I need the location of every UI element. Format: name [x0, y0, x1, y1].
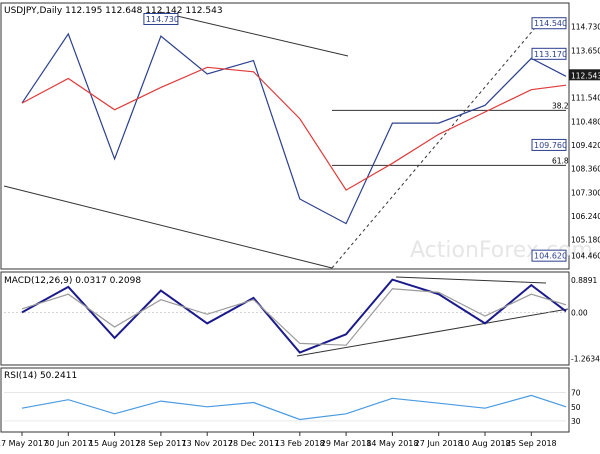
macd-ytick-label: -1.2634: [571, 354, 600, 363]
x-tick-label: 13 Feb 2018: [275, 439, 325, 448]
x-tick-label: 28 Sep 2017: [136, 439, 187, 448]
macd-panel: [0, 271, 570, 366]
x-tick-label: 13 Nov 2017: [182, 439, 233, 448]
price-level-label: 114.540: [534, 19, 567, 28]
trend-lines: [3, 11, 569, 357]
price-level-label: 109.760: [534, 141, 567, 150]
x-tick-label: 27 Jun 2018: [415, 439, 463, 448]
x-tick-label: 10 Aug 2018: [459, 439, 510, 448]
series-layer: [4, 32, 567, 422]
price-level-box: [143, 12, 179, 25]
price-series-1-line: [21, 66, 567, 191]
x-tick-label: 28 Dec 2017: [228, 439, 279, 448]
rsi-ytick-label: 70: [571, 389, 581, 398]
rsi-ytick-label: 30: [571, 417, 581, 426]
price-ytick-label: 104.460: [571, 252, 600, 261]
rsi-title: RSI(14) 50.2411: [4, 371, 77, 381]
x-tick-label: 15 Aug 2017: [89, 439, 140, 448]
price-ytick-label: 109.420: [571, 141, 600, 150]
price-ytick-label: 106.240: [571, 212, 600, 221]
price-ytick-label: 108.360: [571, 165, 600, 174]
price-ytick-label: 112.543: [571, 71, 600, 80]
price-level-label: 104.620: [534, 252, 567, 261]
price-panel: [0, 2, 570, 270]
price-level-box: [531, 138, 567, 151]
x-tick-label: 30 Jun 2017: [44, 439, 92, 448]
price-ytick-label: 105.180: [571, 236, 600, 245]
price-level-box: [531, 47, 567, 60]
rsi-panel: [0, 367, 570, 433]
price-ytick-label: 110.480: [571, 117, 600, 126]
price-ytick-label: 114.730: [571, 22, 600, 31]
fib-label: 38.2: [552, 101, 569, 110]
price-ytick-label: 111.540: [571, 94, 600, 103]
x-tick-label: 29 Mar 2018: [321, 439, 372, 448]
rsi-ytick-label: 50: [571, 403, 581, 412]
x-tick-label: 14 May 2018: [366, 439, 418, 448]
macd-series-0-line: [21, 278, 567, 354]
macd-ytick-label: 0.00: [571, 308, 588, 317]
price-ytick-label: 107.300: [571, 188, 600, 197]
price-level-label: 113.170: [534, 50, 567, 59]
x-tick-label: 17 May 2017: [0, 439, 48, 448]
macd-title: MACD(12,26,9) 0.0317 0.2098: [4, 276, 141, 286]
last-price-box: [569, 69, 600, 81]
fib-levels: 38.2 61.8: [332, 101, 569, 166]
price-title: USDJPY,Daily 112.195 112.648 112.142 112…: [4, 6, 223, 16]
price-level-box: [531, 249, 567, 262]
fib-label: 61.8: [552, 156, 569, 165]
annotations: 114.730 114.540 113.170 109.760 104.620: [143, 12, 567, 262]
price-ytick-label: 113.650: [571, 47, 600, 56]
rsi-series-0-line: [21, 394, 567, 421]
y-axis-ticks: 114.730 113.650 112.543 111.540 110.480 109.4…: [569, 22, 600, 426]
price-level-box: [531, 17, 567, 30]
price-series-0-line: [21, 32, 567, 225]
x-tick-label: 25 Sep 2018: [506, 439, 557, 448]
price-level-label: 114.730: [146, 15, 179, 24]
macd-series-1-line: [21, 288, 567, 346]
macd-ytick-label: 0.8891: [571, 276, 597, 285]
